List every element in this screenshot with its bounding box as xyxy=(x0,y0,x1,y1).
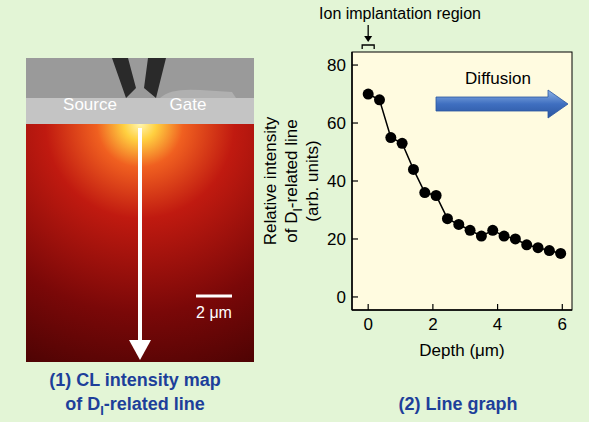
plot-frame xyxy=(352,52,572,310)
y-tick xyxy=(352,122,358,123)
x-tick xyxy=(368,304,369,310)
x-tick-label: 6 xyxy=(558,315,567,334)
data-point xyxy=(374,94,385,105)
data-point xyxy=(465,225,476,236)
y-tick xyxy=(352,238,358,239)
x-axis xyxy=(352,309,572,311)
y-tick xyxy=(352,64,358,65)
data-point xyxy=(363,89,374,100)
panel-caption: of DI-related line xyxy=(65,394,205,418)
annotation: Ion implantation region xyxy=(319,5,481,22)
cl-map xyxy=(26,124,254,362)
figure: Source Gate 2 μm (1) CL intensity map of DI-… xyxy=(0,0,589,422)
data-point xyxy=(510,233,521,244)
gate-label: Gate xyxy=(170,95,207,114)
data-point xyxy=(408,164,419,175)
text-part: of D xyxy=(282,212,301,243)
data-point xyxy=(453,219,464,230)
y-tick-label: 20 xyxy=(327,230,346,249)
data-point xyxy=(521,239,532,250)
data-point xyxy=(385,132,396,143)
panel-caption: (1) CL intensity map xyxy=(49,370,221,390)
y-tick-label: 80 xyxy=(327,56,346,75)
x-axis-title: Depth (μm) xyxy=(419,341,504,360)
data-point xyxy=(442,213,453,224)
scale-bar-label: 2 μm xyxy=(196,304,232,321)
sem-band xyxy=(26,58,254,124)
sem-layer xyxy=(26,98,254,124)
chart-title: (2) Line graph xyxy=(398,394,517,414)
y-axis-title: Relative intensity xyxy=(261,116,280,245)
x-tick-label: 0 xyxy=(363,315,372,334)
source-label: Source xyxy=(63,95,117,114)
text-part: -related line xyxy=(282,119,301,208)
x-tick xyxy=(562,304,563,310)
data-line xyxy=(368,94,561,253)
data-group xyxy=(363,89,566,259)
x-tick-label: 2 xyxy=(428,315,437,334)
data-point xyxy=(544,245,555,256)
y-axis-title: of DI-related line xyxy=(282,119,305,242)
data-point xyxy=(419,187,430,198)
diffusion-arrow xyxy=(436,90,568,118)
depth-arrow xyxy=(138,128,142,342)
y-axis xyxy=(351,52,353,310)
text-part: Relative intensity xyxy=(261,116,280,245)
annotation-arrow-head xyxy=(364,36,372,42)
text-part: (1) CL intensity map xyxy=(49,370,221,390)
text-part: of D xyxy=(65,394,100,414)
annotation: Diffusion xyxy=(465,69,531,88)
y-tick-label: 40 xyxy=(327,172,346,191)
x-tick xyxy=(497,304,498,310)
x-tick-label: 4 xyxy=(493,315,502,334)
data-point xyxy=(499,231,510,242)
data-point xyxy=(431,190,442,201)
depth-arrow-head xyxy=(129,340,151,360)
data-point xyxy=(397,138,408,149)
x-tick xyxy=(432,304,433,310)
y-tick-label: 0 xyxy=(337,288,346,307)
data-point xyxy=(487,225,498,236)
y-tick xyxy=(352,296,358,297)
text-part: -related line xyxy=(104,394,205,414)
scale-bar xyxy=(196,295,232,298)
data-point xyxy=(555,248,566,259)
y-tick-label: 60 xyxy=(327,114,346,133)
data-point xyxy=(476,231,487,242)
text-part: (arb. units) xyxy=(303,140,322,221)
y-axis-title: (arb. units) xyxy=(303,140,322,221)
sem-gate-edge xyxy=(112,58,166,98)
y-tick xyxy=(352,180,358,181)
annotation-bracket xyxy=(362,45,374,49)
data-point xyxy=(533,242,544,253)
